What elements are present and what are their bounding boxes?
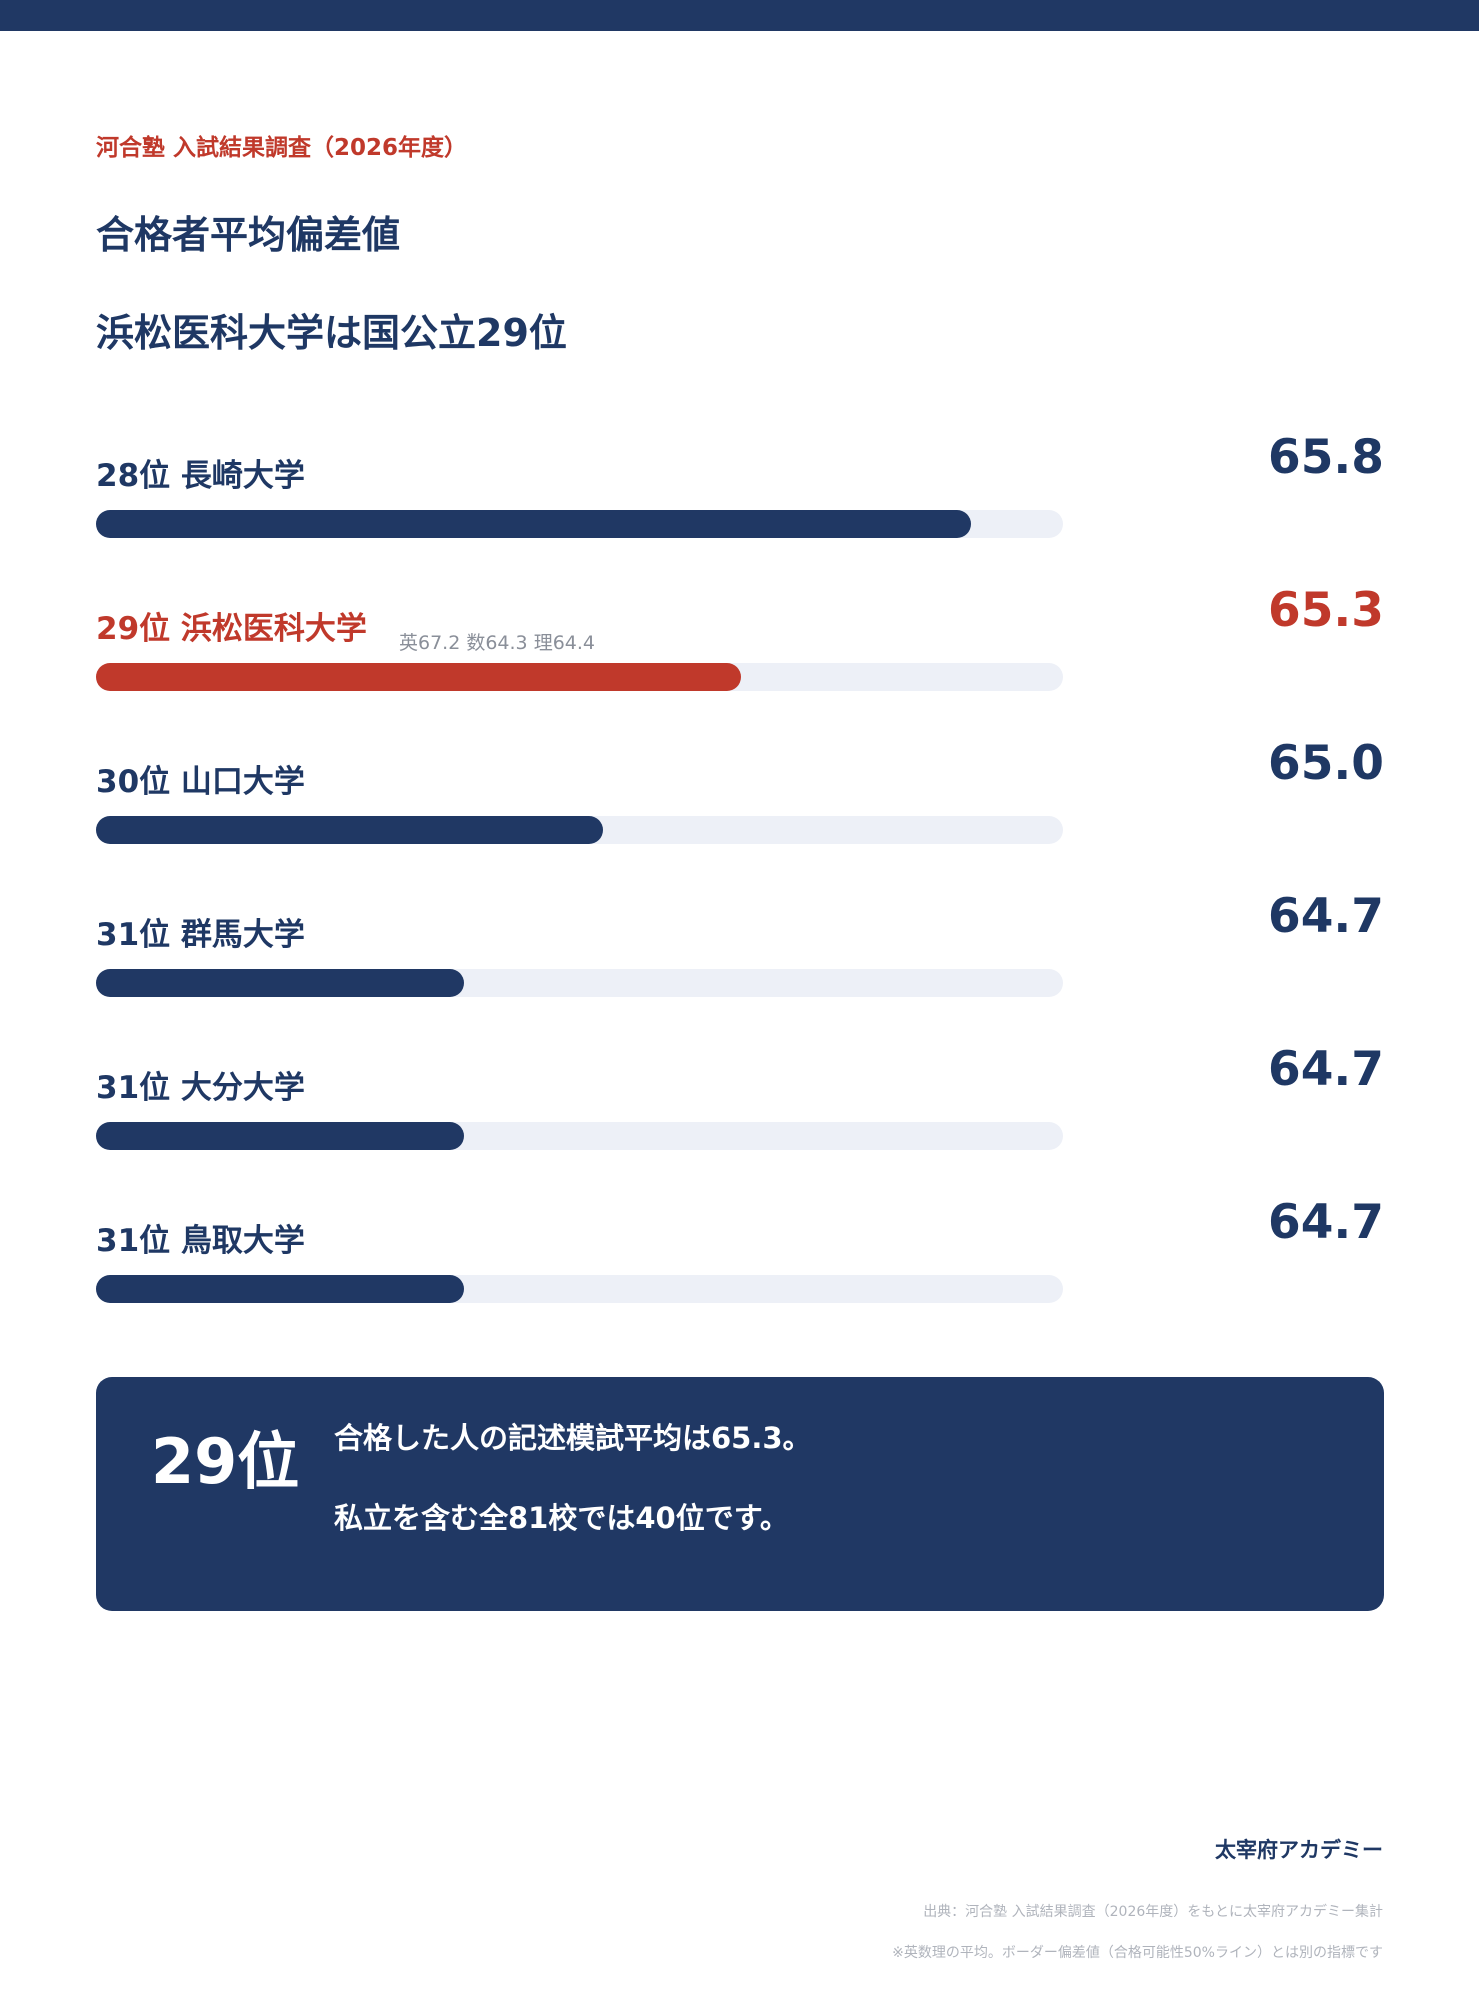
bar-track (96, 969, 1063, 997)
bar-track (96, 816, 1063, 844)
summary-box: 29位 合格した人の記述模試平均は65.3。 私立を含む全81校では40位です。 (96, 1377, 1384, 1611)
summary-rank: 29位 (151, 1425, 300, 1498)
bar (96, 510, 971, 538)
bar-row: 31位 群馬大学 64.7 (96, 889, 1384, 1042)
bar-chart: 28位 長崎大学 65.8 29位 浜松医科大学英67.2 数64.3 理64.4 6… (96, 430, 1384, 1303)
brand-name: 太宰府アカデミー (1215, 1838, 1383, 1862)
bar-label: 31位 大分大学 (96, 1070, 305, 1106)
bar-label: 31位 群馬大学 (96, 917, 305, 953)
bar-label: 29位 浜松医科大学 (96, 611, 367, 647)
bar-row: 29位 浜松医科大学英67.2 数64.3 理64.4 65.3 (96, 583, 1384, 736)
bar (96, 816, 603, 844)
bar-detail: 英67.2 数64.3 理64.4 (399, 632, 595, 654)
source-tag: 河合塾 入試結果調査（2026年度） (96, 135, 468, 161)
summary-line-2: 私立を含む全81校では40位です。 (334, 1501, 789, 1535)
bar-row: 28位 長崎大学 65.8 (96, 430, 1384, 583)
bar-value-label: 64.7 (1268, 1195, 1384, 1250)
bar-row: 30位 山口大学 65.0 (96, 736, 1384, 889)
bar (96, 969, 464, 997)
bar-track (96, 1122, 1063, 1150)
top-band (0, 0, 1479, 31)
bar-label: 28位 長崎大学 (96, 458, 305, 494)
bar-value-label: 64.7 (1268, 1042, 1384, 1097)
bar-row: 31位 大分大学 64.7 (96, 1042, 1384, 1195)
bar-value-label: 65.8 (1268, 430, 1384, 485)
bar-track (96, 663, 1063, 691)
bar-row: 31位 鳥取大学 64.7 (96, 1195, 1384, 1348)
footnote-source: 出典：河合塾 入試結果調査（2026年度）をもとに太宰府アカデミー集計 (923, 1904, 1383, 1920)
bar-track (96, 1275, 1063, 1303)
chart-title: 合格者平均偏差値 (96, 213, 401, 257)
footnote-note: ※英数理の平均。ボーダー偏差値（合格可能性50%ライン）とは別の指標です (892, 1945, 1383, 1961)
bar-track (96, 510, 1063, 538)
bar-label: 30位 山口大学 (96, 764, 305, 800)
bar (96, 1122, 464, 1150)
bar (96, 1275, 464, 1303)
bar-value-label: 65.0 (1268, 736, 1384, 791)
bar-label: 31位 鳥取大学 (96, 1223, 305, 1259)
chart-subtitle: 浜松医科大学は国公立29位 (96, 311, 567, 355)
bar (96, 663, 741, 691)
summary-line-1: 合格した人の記述模試平均は65.3。 (334, 1421, 812, 1455)
bar-value-label: 64.7 (1268, 889, 1384, 944)
bar-value-label: 65.3 (1268, 583, 1384, 638)
